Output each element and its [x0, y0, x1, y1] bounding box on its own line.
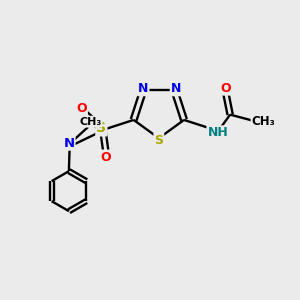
Text: O: O [220, 82, 231, 94]
Text: O: O [100, 151, 111, 164]
Text: N: N [138, 82, 148, 95]
Text: O: O [76, 102, 87, 115]
Text: S: S [154, 134, 163, 147]
Text: CH₃: CH₃ [79, 117, 102, 127]
Text: S: S [96, 122, 106, 135]
Text: N: N [171, 82, 181, 95]
Text: CH₃: CH₃ [251, 116, 275, 128]
Text: NH: NH [207, 126, 228, 140]
Text: N: N [63, 137, 74, 150]
